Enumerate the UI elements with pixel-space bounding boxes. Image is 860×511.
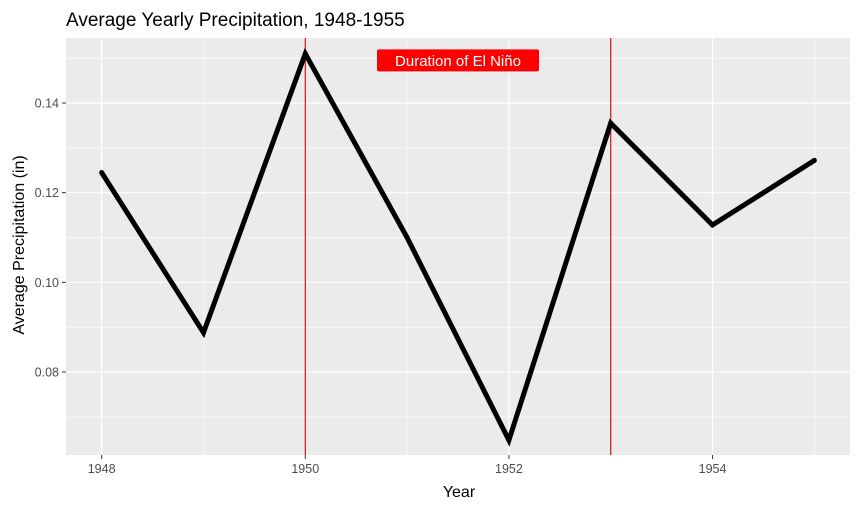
data-point	[608, 120, 614, 126]
annotation-background	[377, 49, 539, 72]
data-point	[710, 222, 716, 228]
plot-panel	[66, 38, 850, 455]
x-tick-label: 1950	[291, 462, 319, 476]
annotation-label: Duration of El Niño	[395, 53, 521, 70]
data-point	[99, 170, 105, 176]
y-tick-label: 0.14	[35, 97, 59, 111]
el-nino-annotation: Duration of El Niño	[377, 49, 539, 72]
y-axis-title: Average Precipitation (in)	[11, 155, 28, 334]
chart-title: Average Yearly Precipitation, 1948-1955	[66, 10, 405, 31]
data-point	[811, 157, 817, 163]
y-tick-label: 0.12	[35, 186, 59, 200]
x-axis-ticks: 1948 1950 1952 1954	[88, 455, 727, 476]
y-axis-ticks: 0.08 0.10 0.12 0.14	[35, 97, 66, 380]
x-axis-title: Year	[443, 484, 476, 501]
data-points	[99, 51, 817, 443]
x-tick-label: 1952	[495, 462, 523, 476]
el-nino-markers	[304, 38, 612, 455]
x-tick-label: 1948	[88, 462, 116, 476]
y-tick-label: 0.08	[35, 366, 59, 380]
precipitation-line	[99, 47, 816, 447]
data-point	[404, 235, 410, 241]
x-tick-label: 1954	[699, 462, 727, 476]
y-tick-label: 0.10	[35, 276, 59, 290]
data-point	[200, 330, 206, 336]
data-point	[506, 437, 512, 443]
data-point	[302, 51, 308, 57]
